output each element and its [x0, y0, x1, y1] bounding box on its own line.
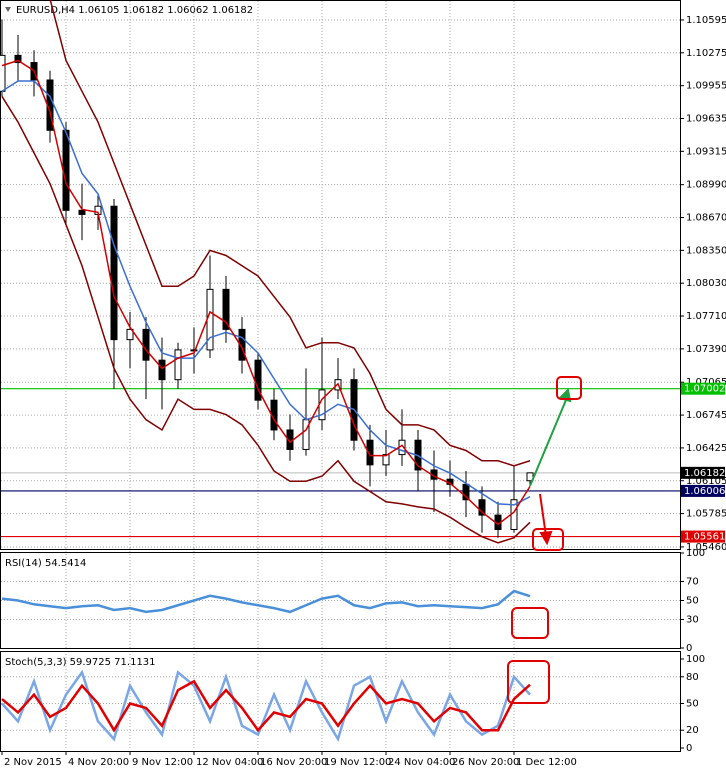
y-tick-label: 1.06745 [686, 410, 726, 421]
stoch-title: Stoch(5,3,3) 59.9725 71.1131 [5, 657, 156, 668]
y-tick-label: 50 [686, 596, 699, 607]
candle-body [382, 454, 390, 466]
last-price-label: 1.06182 [684, 468, 725, 479]
y-tick-label: 1.09315 [686, 146, 726, 157]
y-tick-label: 0 [686, 643, 692, 654]
y-tick-label: 50 [686, 699, 699, 710]
y-tick-label: 1.09635 [686, 113, 726, 124]
y-tick-label: 1.08670 [686, 213, 726, 224]
y-tick-label: 1.05460 [686, 542, 726, 553]
target-box [556, 376, 582, 400]
last-price-box [681, 466, 725, 479]
y-tick-label: 100 [686, 548, 705, 559]
x-tick-label: 9 Nov 12:00 [132, 757, 193, 768]
candle-body [14, 54, 22, 64]
series-line [1, 679, 531, 733]
candle-body [190, 349, 198, 352]
series-line [1, 589, 531, 614]
y-tick-label: 1.05785 [686, 509, 726, 520]
y-tick-label: 80 [686, 672, 699, 683]
level-label-box [681, 530, 725, 543]
candle-body [158, 359, 166, 381]
x-tick-label: 16 Nov 20:00 [260, 757, 327, 768]
x-tick-label: 4 Nov 20:00 [68, 757, 129, 768]
x-tick-label: 24 Nov 04:00 [388, 757, 455, 768]
y-tick-label: 1.07390 [686, 344, 726, 355]
target-box [532, 528, 564, 551]
level-label: 1.06006 [684, 486, 725, 497]
rsi-title: RSI(14) 54.5414 [5, 558, 86, 569]
series-line [1, 59, 531, 526]
y-tick-label: 1.06425 [686, 443, 726, 454]
y-tick-label: 30 [686, 615, 699, 626]
up-arrow [529, 399, 567, 487]
main-panel [0, 0, 681, 550]
candle-body [0, 54, 6, 92]
annotations [507, 376, 582, 704]
candle-body [126, 328, 134, 341]
candle-body [478, 499, 486, 516]
y-tick-label: 70 [686, 577, 699, 588]
down-arrow-head [539, 530, 553, 546]
y-tick-label: 1.08030 [686, 278, 726, 289]
candle-body [110, 205, 118, 341]
x-tick-label: 1 Dec 12:00 [516, 757, 577, 768]
candle-body [366, 439, 374, 466]
candle-body [222, 288, 230, 330]
y-tick-label: 1.08990 [686, 180, 726, 191]
x-tick-label: 26 Nov 20:00 [452, 757, 519, 768]
highlight-box [507, 660, 550, 704]
level-label-box [681, 382, 725, 395]
level-label: 1.07002 [684, 384, 725, 395]
y-tick-label: 100 [686, 654, 705, 665]
y-tick-label: 0 [686, 743, 692, 754]
y-tick-label: 1.07710 [686, 311, 726, 322]
x-tick-label: 19 Nov 12:00 [324, 757, 391, 768]
series-line [1, 96, 531, 544]
highlight-box [511, 607, 549, 639]
candle-body [78, 209, 86, 215]
level-label-box [681, 484, 725, 497]
series-line [49, 0, 531, 467]
y-tick-label: 1.10595 [686, 15, 726, 26]
x-tick-label: 12 Nov 04:00 [196, 757, 263, 768]
candle-body [238, 328, 246, 361]
candle-body [302, 419, 310, 450]
series-line [1, 80, 531, 506]
main-title: EURUSD,H4 1.06105 1.06182 1.06062 1.0618… [16, 5, 253, 16]
candle-body [462, 483, 470, 501]
y-tick-label: 1.09955 [686, 81, 726, 92]
candle-body [174, 349, 182, 381]
y-tick-label: 1.06105 [686, 476, 726, 487]
y-tick-label: 1.08350 [686, 245, 726, 256]
y-tick-label: 20 [686, 725, 699, 736]
y-tick-label: 1.10275 [686, 48, 726, 59]
candle-body [62, 129, 70, 211]
symbol-icon [5, 7, 11, 12]
candle-body [142, 328, 150, 361]
x-tick-label: 2 Nov 2015 [4, 757, 62, 768]
level-label: 1.05561 [684, 532, 725, 543]
